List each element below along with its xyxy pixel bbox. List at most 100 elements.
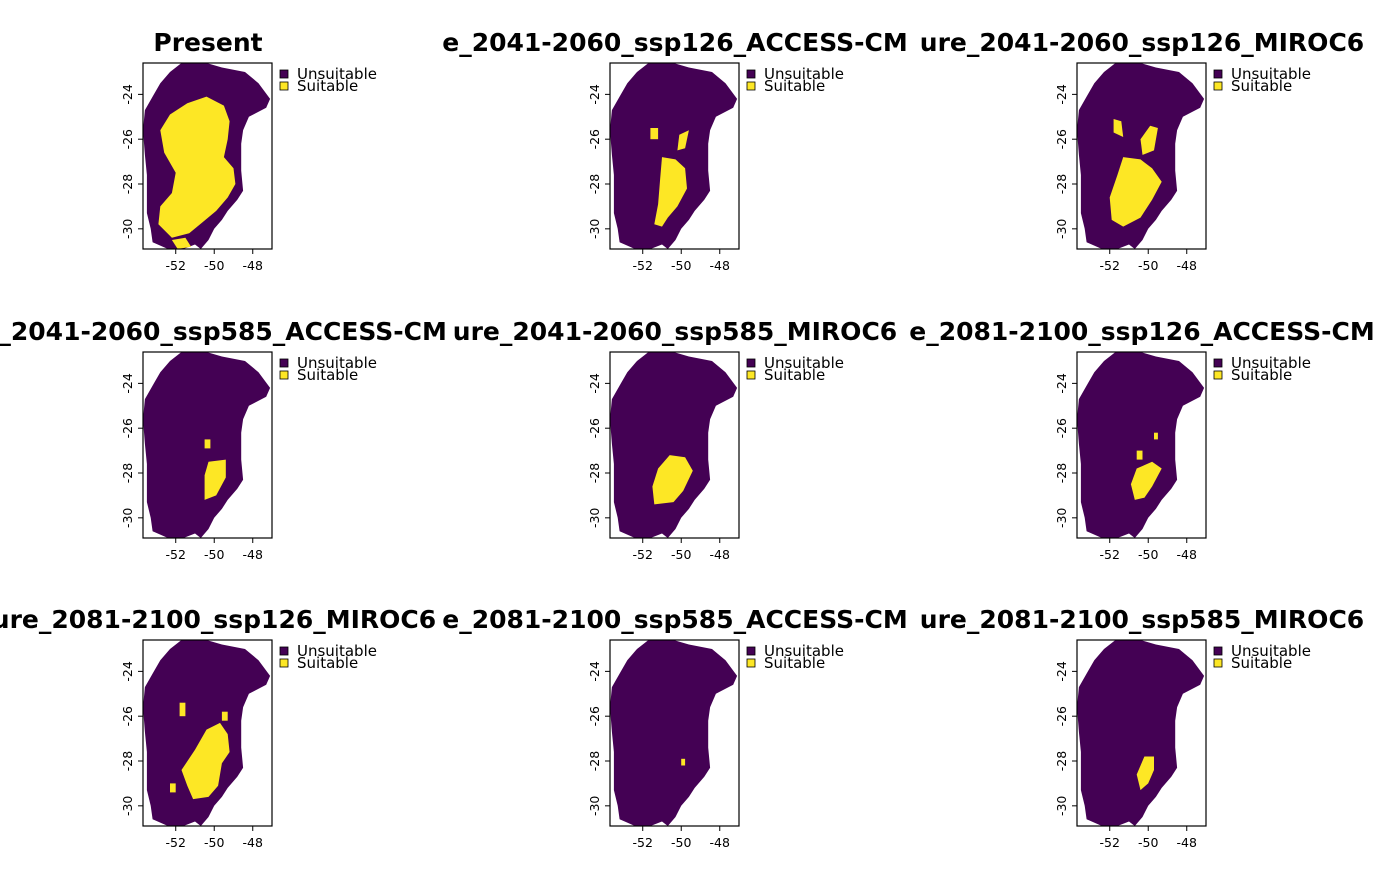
suitable-area — [181, 722, 230, 800]
panel-title: e_2081-2100_ssp126_ACCESS-CM — [909, 317, 1374, 346]
y-tick-label: -30 — [1054, 508, 1069, 528]
legend-swatch — [1213, 81, 1223, 91]
unsuitable-area — [1077, 640, 1205, 826]
x-tick-label: -50 — [204, 547, 224, 562]
y-tick-label: -24 — [1054, 373, 1069, 393]
panel-title: ure_2041-2060_ssp585_MIROC6 — [453, 317, 897, 346]
x-tick-label: -48 — [243, 835, 263, 850]
x-tick-label: -52 — [633, 258, 653, 273]
suitable-area — [204, 439, 211, 449]
suitable-area — [1130, 461, 1162, 500]
panel-title: e_2041-2060_ssp126_ACCESS-CM — [442, 28, 907, 57]
suitable-area — [1136, 450, 1143, 460]
y-tick-label: -26 — [1054, 418, 1069, 438]
legend-swatch — [279, 358, 289, 368]
y-tick-label: -26 — [120, 418, 135, 438]
y-tick-label: -24 — [587, 84, 602, 104]
y-tick-label: -30 — [587, 508, 602, 528]
suitable-area — [1154, 432, 1158, 440]
legend-label: Suitable — [297, 366, 358, 384]
x-tick-label: -50 — [1138, 258, 1158, 273]
map-panel: ture_2081-2100_ssp126_MIROC6 -52 -50 -48 -24… — [0, 605, 436, 850]
suitable-area — [681, 758, 686, 766]
unsuitable-area — [610, 640, 738, 826]
y-tick-label: -30 — [120, 796, 135, 816]
y-tick-label: -30 — [1054, 796, 1069, 816]
y-tick-label: -28 — [1054, 751, 1069, 771]
map-panel: e_2081-2100_ssp585_ACCESS-CM -52 -50 -48 -24… — [442, 605, 907, 850]
legend-swatch — [746, 658, 756, 668]
suitable-area — [204, 459, 226, 500]
legend-label: Suitable — [1231, 654, 1292, 672]
y-tick-label: -26 — [587, 706, 602, 726]
y-tick-label: -28 — [587, 751, 602, 771]
y-tick-label: -24 — [587, 661, 602, 681]
x-tick-label: -50 — [671, 547, 691, 562]
legend-swatch — [279, 69, 289, 79]
x-tick-label: -48 — [710, 258, 730, 273]
legend-swatch — [746, 370, 756, 380]
suitable-area — [650, 128, 659, 140]
x-tick-label: -52 — [1100, 258, 1120, 273]
plot-frame — [142, 62, 273, 250]
suitable-area — [221, 711, 228, 721]
legend-label: Suitable — [297, 654, 358, 672]
x-tick-label: -50 — [204, 258, 224, 273]
panel-title: re_2041-2060_ssp585_ACCESS-CM — [0, 317, 447, 346]
legend-label: Suitable — [1231, 77, 1292, 95]
legend-label: Suitable — [764, 366, 825, 384]
legend-label: Suitable — [1231, 366, 1292, 384]
suitable-area — [170, 783, 176, 793]
legend-label: Unsuitable — [1231, 354, 1311, 372]
legend-swatch — [746, 646, 756, 656]
suitable-area — [1109, 157, 1162, 227]
y-tick-label: -28 — [1054, 463, 1069, 483]
plot-frame — [609, 351, 740, 539]
y-tick-label: -30 — [587, 796, 602, 816]
y-tick-label: -24 — [1054, 661, 1069, 681]
y-tick-label: -26 — [120, 129, 135, 149]
x-tick-label: -50 — [671, 835, 691, 850]
unsuitable-area — [1077, 63, 1205, 249]
y-tick-label: -26 — [587, 129, 602, 149]
legend-swatch — [1213, 370, 1223, 380]
legend-label: Unsuitable — [764, 642, 844, 660]
legend-swatch — [746, 81, 756, 91]
y-tick-label: -26 — [1054, 129, 1069, 149]
suitable-area — [1136, 756, 1154, 791]
map-panel: re_2041-2060_ssp585_ACCESS-CM -52 -50 -48 -2… — [0, 317, 447, 562]
y-tick-label: -30 — [1054, 219, 1069, 239]
x-tick-label: -48 — [1177, 258, 1197, 273]
y-tick-label: -28 — [120, 174, 135, 194]
x-tick-label: -48 — [710, 835, 730, 850]
y-tick-label: -30 — [120, 508, 135, 528]
y-tick-label: -28 — [120, 463, 135, 483]
y-tick-label: -24 — [120, 84, 135, 104]
y-tick-label: -30 — [120, 219, 135, 239]
plot-frame — [142, 639, 273, 827]
x-tick-label: -48 — [1177, 547, 1197, 562]
legend-label: Unsuitable — [764, 65, 844, 83]
y-tick-label: -24 — [120, 373, 135, 393]
legend-swatch — [1213, 658, 1223, 668]
y-tick-label: -26 — [587, 418, 602, 438]
x-tick-label: -52 — [166, 835, 186, 850]
suitable-area — [1140, 125, 1158, 155]
panel-title: ure_2081-2100_ssp585_MIROC6 — [920, 605, 1364, 634]
unsuitable-area — [1077, 352, 1205, 538]
y-tick-label: -28 — [1054, 174, 1069, 194]
y-tick-label: -26 — [120, 706, 135, 726]
panel-title: ure_2041-2060_ssp126_MIROC6 — [920, 28, 1364, 57]
suitable-area — [171, 237, 192, 249]
legend-label: Unsuitable — [1231, 642, 1311, 660]
plot-frame — [1076, 62, 1207, 250]
x-tick-label: -50 — [204, 835, 224, 850]
y-tick-label: -28 — [587, 174, 602, 194]
y-tick-label: -24 — [1054, 84, 1069, 104]
x-tick-label: -48 — [1177, 835, 1197, 850]
x-tick-label: -48 — [243, 258, 263, 273]
panel-title: ture_2081-2100_ssp126_MIROC6 — [0, 605, 436, 634]
legend-swatch — [279, 81, 289, 91]
unsuitable-area — [610, 352, 738, 538]
